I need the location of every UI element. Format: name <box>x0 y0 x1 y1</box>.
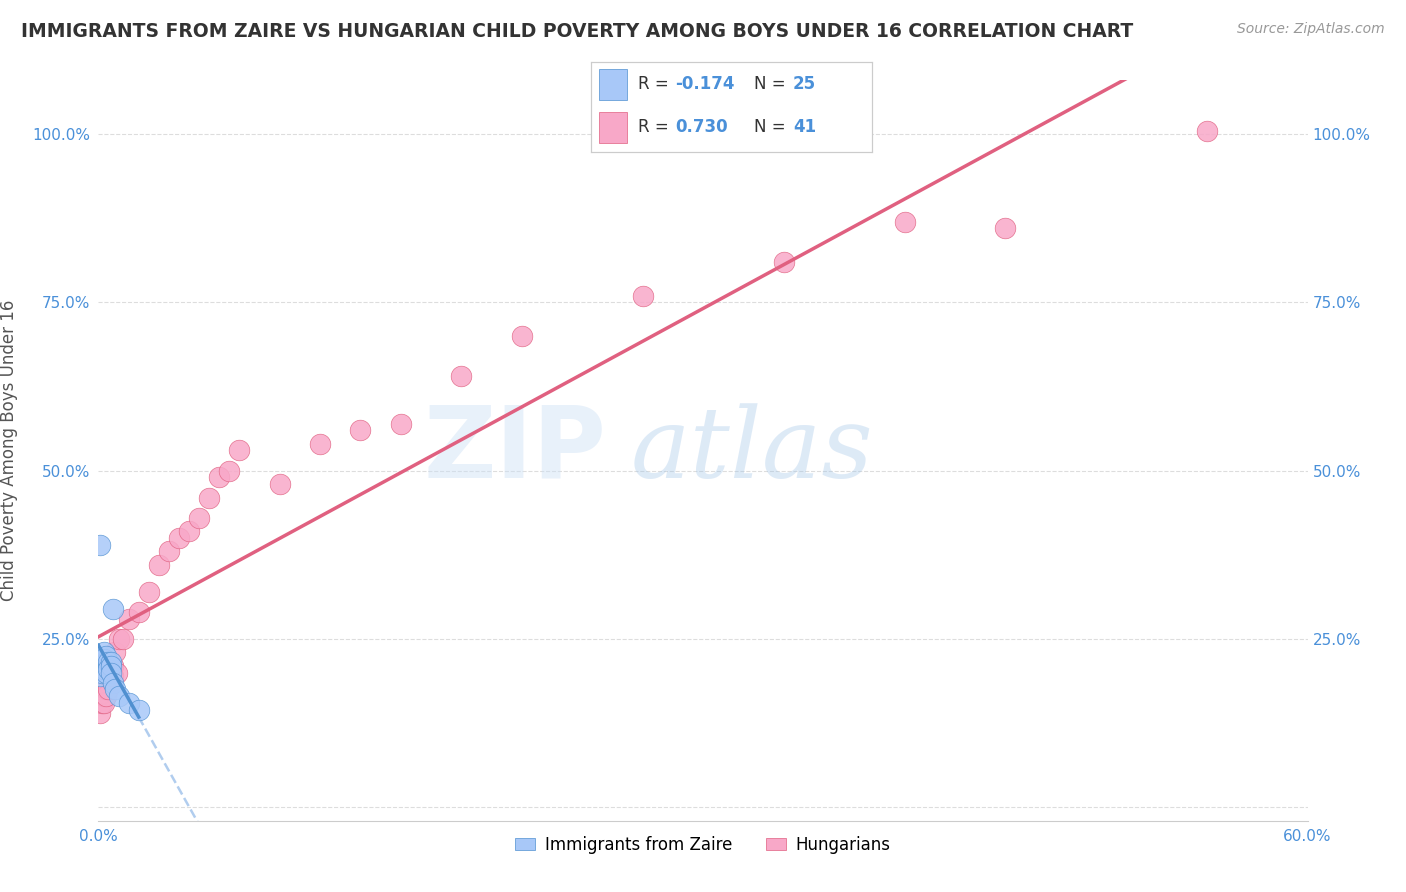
Point <box>450 369 472 384</box>
Point <box>91 656 114 670</box>
Bar <box>599 112 627 143</box>
Point <box>994 221 1017 235</box>
Text: 0.730: 0.730 <box>675 118 727 136</box>
Point <box>96 689 118 703</box>
Point <box>96 665 118 680</box>
Point <box>96 656 118 670</box>
Point <box>107 689 129 703</box>
Text: N =: N = <box>754 118 790 136</box>
Text: ZIP: ZIP <box>423 402 606 499</box>
Point <box>111 632 134 646</box>
Text: 41: 41 <box>793 118 815 136</box>
Point <box>101 658 124 673</box>
Point <box>228 443 250 458</box>
Point <box>157 544 180 558</box>
Point <box>208 470 231 484</box>
Point <box>89 706 111 720</box>
Point <box>97 662 120 676</box>
Text: IMMIGRANTS FROM ZAIRE VS HUNGARIAN CHILD POVERTY AMONG BOYS UNDER 16 CORRELATION: IMMIGRANTS FROM ZAIRE VS HUNGARIAN CHILD… <box>21 22 1133 41</box>
Point <box>91 686 114 700</box>
Point <box>179 524 201 539</box>
Point <box>198 491 221 505</box>
Point <box>118 612 141 626</box>
Point <box>167 531 190 545</box>
Point <box>269 477 291 491</box>
Point <box>101 675 124 690</box>
Legend: Immigrants from Zaire, Hungarians: Immigrants from Zaire, Hungarians <box>509 829 897 861</box>
Text: 25: 25 <box>793 75 815 93</box>
Point <box>100 662 122 676</box>
Point <box>100 656 122 670</box>
Point <box>772 255 794 269</box>
Point <box>97 669 120 683</box>
Point <box>349 423 371 437</box>
Point <box>138 584 160 599</box>
Point <box>93 652 115 666</box>
Point <box>118 696 141 710</box>
Point <box>96 648 118 663</box>
Text: Source: ZipAtlas.com: Source: ZipAtlas.com <box>1237 22 1385 37</box>
Point <box>148 558 170 572</box>
Text: atlas: atlas <box>630 403 873 498</box>
Point <box>89 538 111 552</box>
Point <box>97 656 120 670</box>
Point <box>96 682 118 697</box>
Point <box>101 669 124 683</box>
Point <box>93 689 115 703</box>
Point <box>128 703 150 717</box>
Point <box>218 464 240 478</box>
Y-axis label: Child Poverty Among Boys Under 16: Child Poverty Among Boys Under 16 <box>0 300 18 601</box>
Point <box>128 605 150 619</box>
Point <box>89 669 111 683</box>
Point <box>91 652 114 666</box>
Point <box>188 510 211 524</box>
Point <box>91 696 114 710</box>
Point <box>631 288 654 302</box>
Point <box>309 436 332 450</box>
Point <box>93 645 115 659</box>
Point <box>105 665 128 680</box>
Point <box>93 696 115 710</box>
Point <box>100 658 122 673</box>
Point <box>103 645 125 659</box>
Bar <box>599 69 627 100</box>
Point <box>97 682 120 697</box>
Point <box>93 662 115 676</box>
Point <box>101 601 124 615</box>
Point <box>91 665 114 680</box>
Point <box>389 417 412 431</box>
Text: -0.174: -0.174 <box>675 75 734 93</box>
Point <box>91 658 114 673</box>
Point <box>100 665 122 680</box>
Point <box>107 632 129 646</box>
Point <box>510 329 533 343</box>
Point <box>1195 124 1218 138</box>
Point <box>89 658 111 673</box>
Text: N =: N = <box>754 75 790 93</box>
Point <box>103 682 125 697</box>
Point <box>97 658 120 673</box>
Point <box>100 673 122 687</box>
Text: R =: R = <box>638 118 675 136</box>
Text: R =: R = <box>638 75 675 93</box>
Point <box>89 682 111 697</box>
Point <box>893 214 915 228</box>
